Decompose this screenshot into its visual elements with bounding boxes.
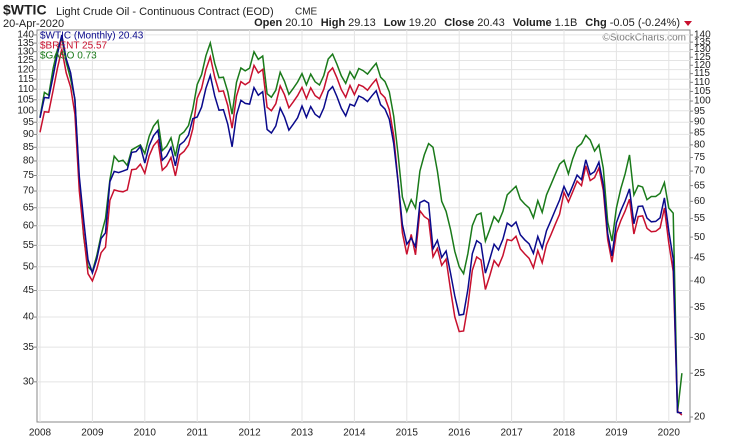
chart-title: $WTIC (3, 2, 47, 18)
y2-tick-label: 95 (694, 106, 706, 117)
y2-tick-label: 135 (694, 37, 711, 48)
y2-tick-label: 115 (694, 68, 710, 79)
quote-value: 1.1B (555, 17, 578, 29)
x-tick-label: 2013 (291, 428, 314, 439)
series-line (39, 34, 682, 414)
quote-value: 29.13 (348, 17, 376, 29)
y2-tick-label: 55 (694, 213, 706, 224)
series-line (39, 49, 683, 416)
y-tick-label: 125 (17, 55, 34, 66)
quote-value: 19.20 (409, 17, 437, 29)
change-arrow (684, 21, 692, 26)
y2-tick-label: 75 (694, 152, 706, 163)
quote: Open 20.10 High 29.13 Low 19.20 Close 20.43 Volu… (254, 17, 680, 29)
y-tick-label: 100 (17, 105, 34, 116)
y-tick-label: 65 (23, 202, 35, 213)
y2-tick-label: 50 (694, 232, 706, 243)
y2-tick-label: 80 (694, 139, 706, 150)
y-tick-label: 85 (23, 142, 35, 153)
y2-tick-label: 70 (694, 166, 706, 177)
legend-entry: $WTIC (Monthly) 20.43 (40, 31, 144, 42)
y2-tick-label: 30 (694, 332, 706, 343)
y-tick-label: 50 (23, 261, 35, 272)
quote-label: Chg (585, 17, 606, 29)
y-tick-label: 30 (23, 376, 35, 387)
y2-tick-label: 60 (694, 196, 706, 207)
y-tick-label: 80 (23, 156, 35, 167)
legend-entry: $BRENT 25.57 (40, 41, 108, 52)
quote-value: 20.10 (285, 17, 313, 29)
y-tick-label: 90 (23, 129, 35, 140)
y-tick-label: 105 (17, 94, 34, 105)
x-tick-label: 2011 (186, 428, 208, 439)
x-tick-label: 2017 (500, 428, 523, 439)
quote-label: Low (384, 17, 406, 29)
y2-tick-label: 120 (694, 60, 711, 71)
y-tick-label: 60 (23, 220, 35, 231)
y2-tick-label: 90 (694, 116, 706, 127)
watermark: ©StockCharts.com (602, 33, 686, 44)
x-tick-label: 2014 (343, 428, 366, 439)
y2-tick-label: 25 (694, 368, 706, 379)
y-tick-label: 115 (18, 74, 34, 85)
y-tick-label: 110 (18, 84, 34, 95)
quote-value: 20.43 (477, 17, 505, 29)
y-tick-label: 95 (23, 117, 35, 128)
y2-tick-label: 125 (694, 52, 711, 63)
y2-tick-label: 65 (694, 180, 706, 191)
y2-tick-label: 45 (694, 252, 706, 263)
x-tick-label: 2016 (448, 428, 471, 439)
quote-label: High (321, 17, 346, 29)
y2-tick-label: 140 (694, 30, 711, 41)
y-tick-label: 120 (17, 64, 34, 75)
y2-tick-label: 130 (694, 44, 711, 55)
y2-tick-label: 110 (694, 77, 710, 88)
series-line (39, 34, 683, 413)
y2-tick-label: 20 (694, 412, 706, 423)
y2-tick-label: 40 (694, 276, 706, 287)
exchange: CME (295, 7, 318, 18)
chart-subtitle: Light Crude Oil - Continuous Contract (E… (56, 6, 274, 18)
quote-label: Open (254, 17, 282, 29)
legend-entry: $GASO 0.73 (40, 51, 97, 62)
y2-tick-label: 35 (694, 302, 706, 313)
y-tick-label: 55 (23, 240, 35, 251)
date: 20-Apr-2020 (3, 18, 64, 30)
quote-value: -0.05 (-0.24%) (610, 17, 680, 29)
y-tick-label: 75 (23, 170, 35, 181)
y2-tick-label: 105 (694, 86, 711, 97)
y-tick-label: 40 (23, 312, 35, 323)
y-tick-label: 140 (17, 30, 34, 41)
x-tick-label: 2020 (658, 428, 681, 439)
y2-tick-label: 85 (694, 128, 706, 139)
quote-label: Close (444, 17, 474, 29)
x-tick-label: 2010 (134, 428, 157, 439)
y-tick-label: 135 (17, 38, 34, 49)
x-tick-label: 2009 (81, 428, 104, 439)
y-tick-label: 45 (23, 285, 35, 296)
x-tick-label: 2019 (605, 428, 628, 439)
x-tick-label: 2015 (396, 428, 419, 439)
y2-tick-label: 100 (694, 96, 711, 107)
x-tick-label: 2018 (553, 428, 576, 439)
y-tick-label: 35 (23, 342, 35, 353)
x-tick-label: 2012 (238, 428, 261, 439)
y-tick-label: 130 (17, 46, 34, 57)
quote-label: Volume (513, 17, 552, 29)
x-tick-label: 2008 (29, 428, 52, 439)
y-tick-label: 70 (23, 186, 35, 197)
